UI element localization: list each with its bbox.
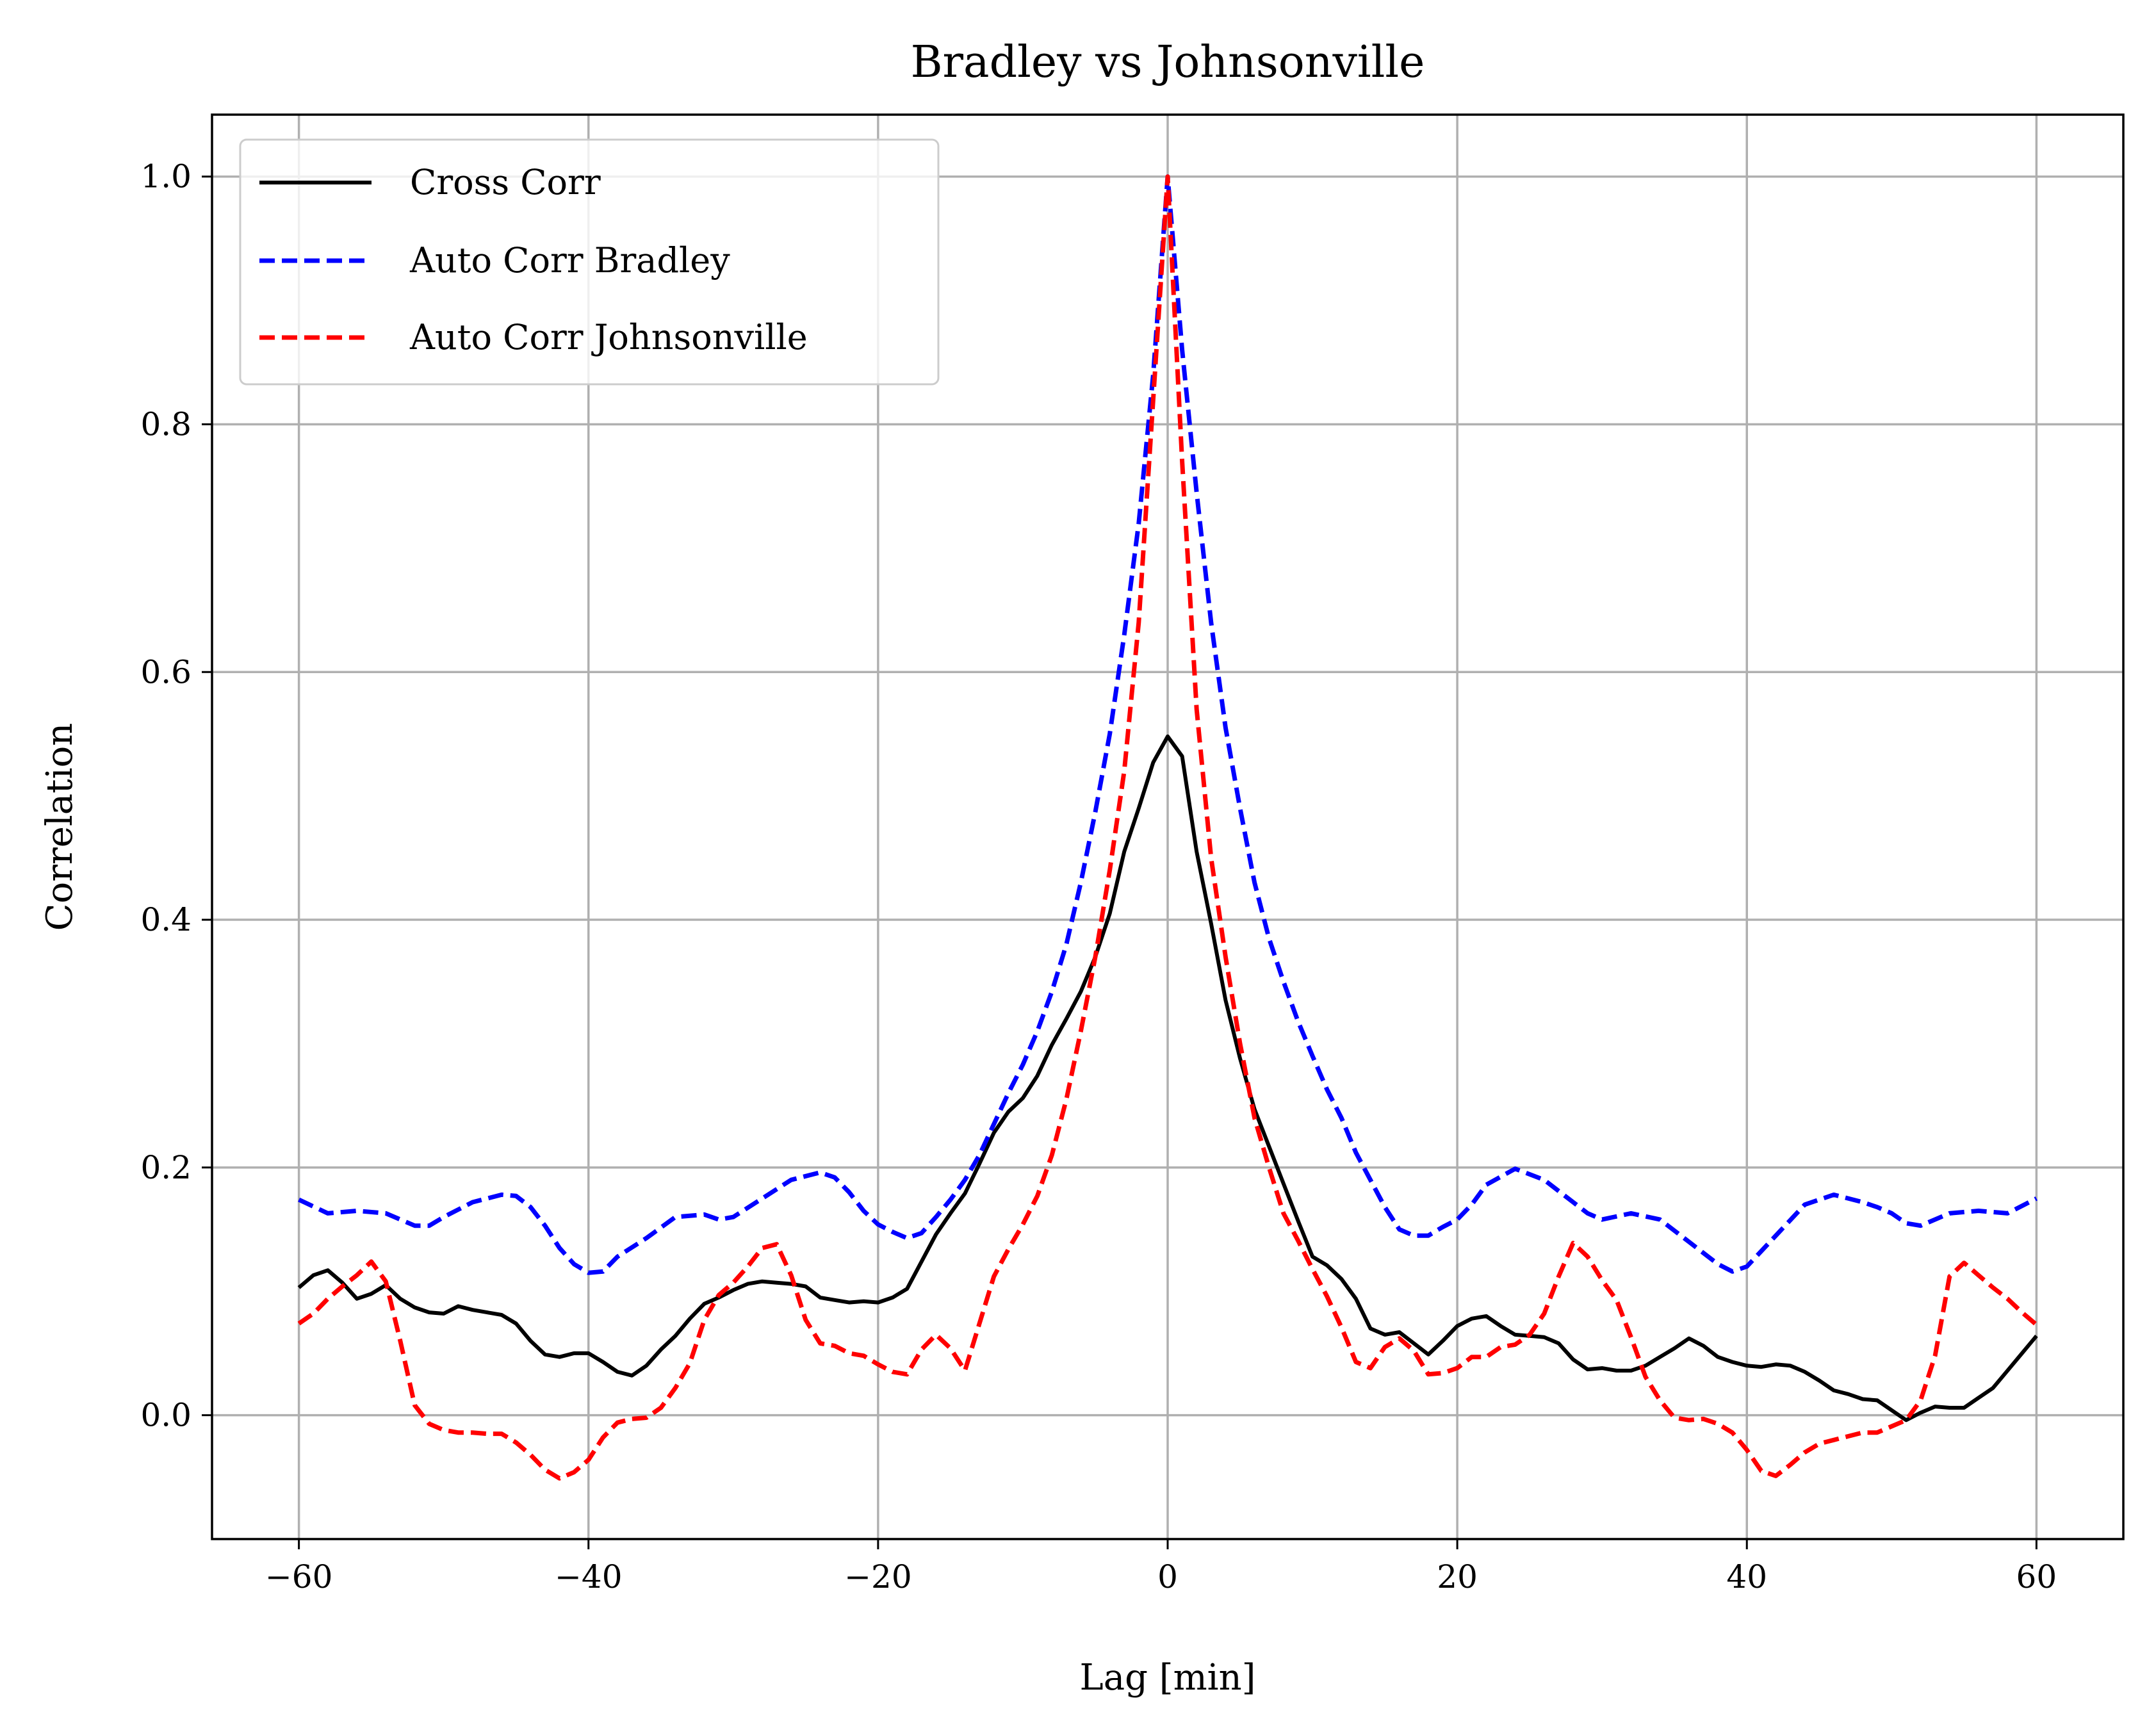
y-tick-label: 0.8 bbox=[140, 405, 192, 443]
series-line-auto-corr-bradley bbox=[298, 174, 2038, 1275]
x-tick-label: 40 bbox=[1726, 1558, 1767, 1595]
y-tick-label: 1.0 bbox=[140, 158, 192, 195]
legend: Cross Corr Auto Corr Bradley Auto Corr J… bbox=[239, 138, 940, 386]
legend-label-auto-corr-bradley: Auto Corr Bradley bbox=[409, 240, 730, 281]
legend-box bbox=[239, 138, 940, 386]
x-tick-label: 20 bbox=[1437, 1558, 1478, 1595]
chart-title: Bradley vs Johnsonville bbox=[911, 37, 1425, 88]
legend-label-auto-corr-johnsonville: Auto Corr Johnsonville bbox=[409, 317, 808, 357]
x-tick-label: −40 bbox=[555, 1558, 623, 1595]
x-tick-label: −60 bbox=[265, 1558, 333, 1595]
legend-label-cross-corr: Cross Corr bbox=[410, 162, 601, 202]
y-tick-label: 0.4 bbox=[140, 901, 192, 938]
y-tick-label: 0.2 bbox=[140, 1149, 192, 1186]
y-tick-label: 0.0 bbox=[140, 1397, 192, 1434]
x-axis-label: Lag [min] bbox=[1080, 1657, 1256, 1699]
x-tick-label: −20 bbox=[844, 1558, 912, 1595]
plot-area-series bbox=[297, 174, 2038, 1481]
series-line-auto-corr-johnsonville bbox=[297, 174, 2038, 1481]
axis-ticks: −60 −40 −20 0 20 40 60 0.0 0.2 0.4 0.6 0.8 1.0 bbox=[140, 158, 2057, 1595]
y-axis-label: Correlation bbox=[39, 723, 81, 931]
x-tick-label: 60 bbox=[2016, 1558, 2057, 1595]
series-line-cross-corr bbox=[297, 734, 2038, 1422]
y-tick-label: 0.6 bbox=[140, 653, 192, 690]
x-tick-label: 0 bbox=[1157, 1558, 1178, 1595]
axes-frame bbox=[211, 113, 2125, 1540]
